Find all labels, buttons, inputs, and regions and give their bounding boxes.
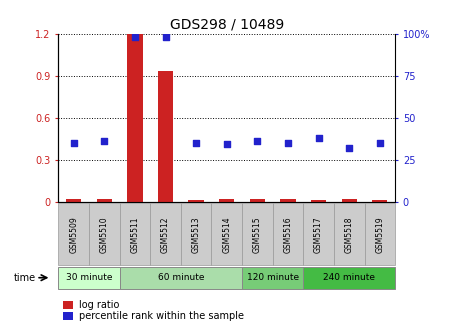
Bar: [127, 34, 143, 202]
Bar: [311, 200, 326, 202]
Bar: [189, 200, 204, 202]
Bar: [66, 199, 81, 202]
Title: GDS298 / 10489: GDS298 / 10489: [170, 17, 284, 31]
Point: [131, 34, 138, 40]
Text: percentile rank within the sample: percentile rank within the sample: [79, 311, 243, 321]
Bar: [219, 199, 234, 202]
Text: 120 minute: 120 minute: [247, 273, 299, 282]
Text: GSM5519: GSM5519: [375, 216, 384, 253]
Text: GSM5511: GSM5511: [130, 216, 139, 253]
Bar: [250, 199, 265, 202]
Text: log ratio: log ratio: [79, 300, 119, 310]
Text: GSM5512: GSM5512: [161, 216, 170, 253]
Bar: [280, 199, 295, 202]
Bar: [158, 72, 173, 202]
Point: [223, 142, 230, 147]
Point: [284, 140, 291, 145]
Point: [254, 138, 261, 144]
Text: 30 minute: 30 minute: [66, 273, 112, 282]
Text: GSM5515: GSM5515: [253, 216, 262, 253]
Point: [70, 140, 77, 145]
Text: GSM5517: GSM5517: [314, 216, 323, 253]
Point: [162, 34, 169, 40]
Point: [346, 145, 353, 151]
Point: [193, 140, 200, 145]
Text: 240 minute: 240 minute: [323, 273, 375, 282]
Bar: [97, 199, 112, 202]
Text: GSM5514: GSM5514: [222, 216, 231, 253]
Point: [376, 140, 383, 145]
Point: [315, 135, 322, 140]
Text: GSM5509: GSM5509: [69, 216, 78, 253]
Text: GSM5513: GSM5513: [192, 216, 201, 253]
Text: GSM5510: GSM5510: [100, 216, 109, 253]
Text: 60 minute: 60 minute: [158, 273, 204, 282]
Bar: [372, 200, 387, 202]
Point: [101, 138, 108, 144]
Text: GSM5518: GSM5518: [345, 216, 354, 253]
Text: GSM5516: GSM5516: [283, 216, 292, 253]
Bar: [342, 199, 357, 202]
Text: time: time: [13, 273, 35, 283]
